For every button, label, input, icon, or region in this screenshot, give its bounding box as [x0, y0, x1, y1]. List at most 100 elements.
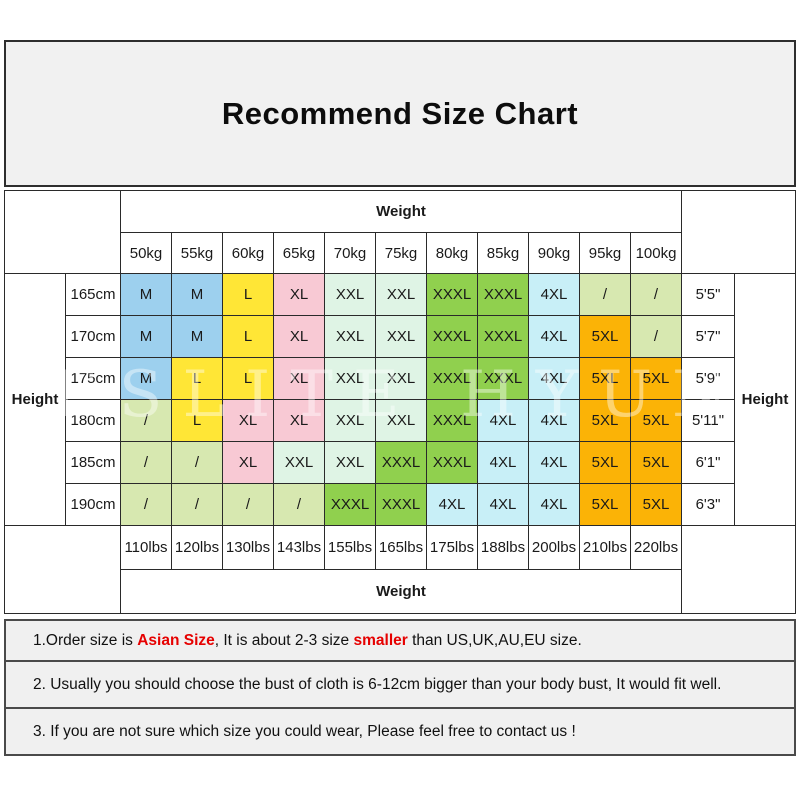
- size-cell: 4XL: [528, 357, 580, 400]
- size-cell: XXXL: [477, 315, 529, 358]
- size-cell: M: [120, 357, 172, 400]
- cm-label-cell: 170cm: [65, 315, 121, 358]
- cm-label-cell: 185cm: [65, 441, 121, 484]
- size-cell: XXXL: [477, 273, 529, 316]
- lbs-header-cell: 120lbs: [171, 525, 223, 570]
- size-cell: XL: [273, 399, 325, 442]
- lbs-header-cell: 130lbs: [222, 525, 274, 570]
- note-3: 3. If you are not sure which size you co…: [4, 707, 796, 756]
- table-row-180cm: 180cm / L XL XL XXL XXL XXXL 4XL 4XL 5XL…: [5, 399, 796, 442]
- size-cell: XXXL: [426, 441, 478, 484]
- page-title: Recommend Size Chart: [221, 95, 579, 131]
- height-axis-left: Height: [4, 273, 66, 526]
- cm-label-cell: 180cm: [65, 399, 121, 442]
- size-cell: 4XL: [528, 315, 580, 358]
- size-cell: L: [222, 357, 274, 400]
- size-cell: /: [120, 441, 172, 484]
- size-cell: L: [222, 315, 274, 358]
- cm-label-cell: 190cm: [65, 483, 121, 526]
- lbs-header-cell: 188lbs: [477, 525, 529, 570]
- size-cell: XXL: [375, 357, 427, 400]
- size-cell: XXL: [324, 399, 376, 442]
- size-cell: XL: [222, 399, 274, 442]
- size-cell: XXXL: [375, 441, 427, 484]
- kg-header-cell: 50kg: [120, 232, 172, 274]
- size-cell: XXXL: [426, 273, 478, 316]
- size-cell: XXXL: [426, 399, 478, 442]
- size-cell: XL: [222, 441, 274, 484]
- lbs-header-cell: 143lbs: [273, 525, 325, 570]
- lbs-header-cell: 200lbs: [528, 525, 580, 570]
- size-cell: XXL: [324, 441, 376, 484]
- kg-header-cell: 60kg: [222, 232, 274, 274]
- ft-label-cell: 5'9": [681, 357, 736, 400]
- size-cell: 4XL: [477, 399, 529, 442]
- size-cell: M: [171, 273, 223, 316]
- size-cell: /: [171, 441, 223, 484]
- lbs-header-cell: 210lbs: [579, 525, 631, 570]
- table-row-165cm: Height 165cm M M L XL XXL XXL XXXL XXXL …: [4, 273, 797, 526]
- size-cell: 5XL: [579, 315, 631, 358]
- size-cell: /: [120, 399, 172, 442]
- size-cell: 5XL: [629, 399, 683, 442]
- size-chart-table: Weight 50kg 55kg 60kg 65kg 70kg 75kg 80k…: [4, 190, 797, 614]
- kg-header-cell: 70kg: [324, 232, 376, 274]
- kg-header-cell: 85kg: [477, 232, 529, 274]
- size-cell: 4XL: [528, 441, 580, 484]
- note-1: 1.Order size is Asian Size, It is about …: [4, 619, 796, 662]
- size-cell: XXL: [375, 273, 427, 316]
- ft-label-cell: 5'11": [681, 399, 736, 442]
- note-2: 2. Usually you should choose the bust of…: [4, 660, 796, 709]
- size-cell: XXXL: [375, 483, 427, 526]
- size-cell: XL: [273, 273, 325, 316]
- size-cell: 5XL: [579, 399, 631, 442]
- size-cell: 5XL: [579, 441, 631, 484]
- size-cell: 5XL: [579, 483, 631, 526]
- size-cell: XXL: [375, 315, 427, 358]
- size-cell: 4XL: [528, 273, 580, 316]
- size-cell: /: [120, 483, 172, 526]
- corner-cell-top-left: [4, 190, 121, 274]
- kg-header-cell: 75kg: [375, 232, 427, 274]
- size-cell: 5XL: [629, 441, 683, 484]
- lbs-header-cell: 155lbs: [324, 525, 376, 570]
- size-cell: 5XL: [579, 357, 631, 400]
- table-row-190cm: 190cm / / / / XXXL XXXL 4XL 4XL 4XL 5XL …: [5, 483, 796, 526]
- corner-cell-top-right: [681, 190, 797, 274]
- size-cell: /: [171, 483, 223, 526]
- lbs-header-cell: 110lbs: [120, 525, 172, 570]
- size-cell: XXL: [324, 315, 376, 358]
- size-cell: 4XL: [477, 441, 529, 484]
- size-cell: /: [629, 315, 683, 358]
- size-cell: L: [171, 399, 223, 442]
- kg-header-cell: 90kg: [528, 232, 580, 274]
- weight-footer-row: Weight: [5, 569, 796, 614]
- lbs-header-cell: 175lbs: [426, 525, 478, 570]
- kg-header-cell: 65kg: [273, 232, 325, 274]
- weight-axis-bottom: Weight: [119, 569, 683, 614]
- title-box: Recommend Size Chart: [4, 40, 796, 187]
- lbs-header-cell: 220lbs: [629, 525, 683, 570]
- cm-label-cell: 175cm: [65, 357, 121, 400]
- size-cell: XXL: [324, 357, 376, 400]
- size-cell: /: [222, 483, 274, 526]
- size-cell: XXL: [273, 441, 325, 484]
- size-chart-area: Weight 50kg 55kg 60kg 65kg 70kg 75kg 80k…: [4, 190, 797, 614]
- size-cell: /: [273, 483, 325, 526]
- size-cell: M: [171, 315, 223, 358]
- lbs-header-row: 110lbs 120lbs 130lbs 143lbs 155lbs 165lb…: [4, 525, 797, 614]
- size-cell: 5XL: [629, 483, 683, 526]
- ft-label-cell: 6'3": [681, 483, 736, 526]
- size-cell: XL: [273, 357, 325, 400]
- kg-header-cell: 55kg: [171, 232, 223, 274]
- size-cell: 4XL: [528, 399, 580, 442]
- asian-size-highlight: Asian Size: [137, 631, 215, 649]
- size-cell: 5XL: [629, 357, 683, 400]
- weight-axis-top: Weight: [119, 190, 683, 233]
- note-2-text: 2. Usually you should choose the bust of…: [33, 675, 722, 693]
- corner-cell-bottom-left: [4, 525, 121, 614]
- smaller-highlight: smaller: [353, 631, 408, 649]
- kg-header-cell: 80kg: [426, 232, 478, 274]
- cm-label-cell: 165cm: [65, 273, 121, 316]
- size-cell: M: [120, 273, 172, 316]
